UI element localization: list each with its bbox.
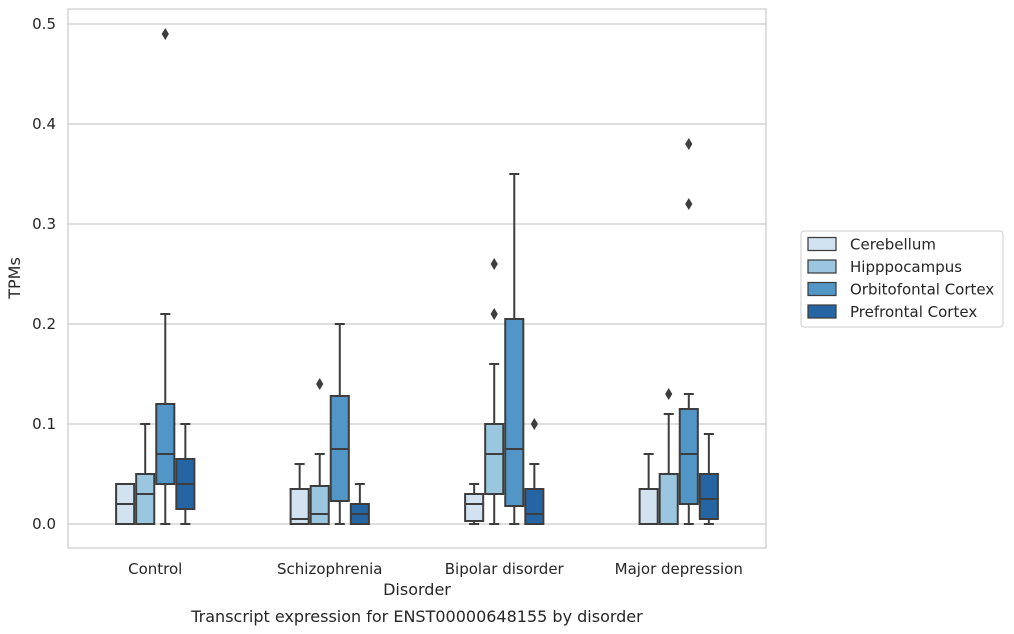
x-tick-label: Control	[128, 560, 182, 578]
box-1-2	[484, 258, 505, 525]
box-body	[638, 488, 659, 525]
box-2-2	[504, 173, 525, 525]
legend-label: Hipppocampus	[850, 258, 962, 276]
x-tick-label: Major depression	[615, 560, 743, 578]
y-tick-labels: 0.0 0.1 0.2 0.3 0.4 0.5	[32, 15, 56, 533]
outlier-point	[685, 138, 693, 150]
legend-label: Cerebellum	[850, 236, 936, 254]
x-tick-label: Schizophrenia	[277, 560, 382, 578]
box-body	[135, 473, 156, 525]
outlier-point	[490, 308, 498, 320]
legend-label: Prefrontal Cortex	[850, 303, 977, 321]
box-3-2	[524, 418, 545, 525]
box-3-3	[698, 433, 719, 525]
box-body	[309, 485, 330, 525]
outlier-point	[316, 378, 324, 390]
box-groups	[115, 28, 719, 525]
legend-swatch	[807, 281, 837, 297]
box-1-1	[309, 378, 330, 525]
y-axis-label: TPMs	[5, 257, 24, 300]
box-body	[658, 473, 679, 525]
y-tick-label: 0.2	[32, 315, 56, 333]
box-0-2	[464, 483, 485, 525]
legend-swatch	[807, 304, 837, 319]
box-body	[504, 318, 525, 507]
box-0-3	[638, 453, 659, 525]
box-2-0	[155, 28, 176, 525]
x-axis-label: Disorder	[383, 580, 451, 599]
box-body	[524, 488, 545, 525]
y-tick-label: 0.0	[32, 515, 56, 533]
box-body	[698, 473, 719, 520]
legend-label: Orbitofontal Cortex	[850, 281, 994, 299]
box-body	[484, 423, 505, 495]
box-1-0	[135, 423, 156, 525]
box-body	[678, 408, 699, 505]
x-tick-labels: Control Schizophrenia Bipolar disorder Majo…	[128, 560, 743, 578]
legend: Cerebellum Hipppocampus Orbitofontal Corte…	[800, 230, 1004, 328]
chart-caption: Transcript expression for ENST0000064815…	[190, 607, 643, 626]
box-2-3	[678, 138, 699, 525]
box-body	[464, 493, 485, 522]
box-3-1	[349, 483, 370, 525]
box-2-1	[329, 323, 350, 525]
outlier-point	[685, 198, 693, 210]
plot-frame	[67, 8, 767, 549]
box-1-3	[658, 388, 679, 525]
box-body	[289, 488, 310, 525]
box-3-0	[175, 423, 196, 525]
x-tick-label: Bipolar disorder	[445, 560, 565, 578]
legend-swatch	[807, 236, 837, 252]
y-tick-label: 0.3	[32, 215, 56, 233]
outlier-point	[530, 418, 538, 430]
box-body	[155, 403, 176, 485]
y-tick-label: 0.4	[32, 115, 56, 133]
box-0-0	[115, 483, 136, 525]
outlier-point	[490, 258, 498, 270]
outlier-point	[665, 388, 673, 400]
legend-swatch	[807, 259, 837, 274]
legend-frame	[800, 230, 1004, 328]
y-tick-label: 0.1	[32, 415, 56, 433]
y-tick-label: 0.5	[32, 15, 56, 33]
outlier-point	[161, 28, 169, 40]
box-0-1	[289, 463, 310, 525]
